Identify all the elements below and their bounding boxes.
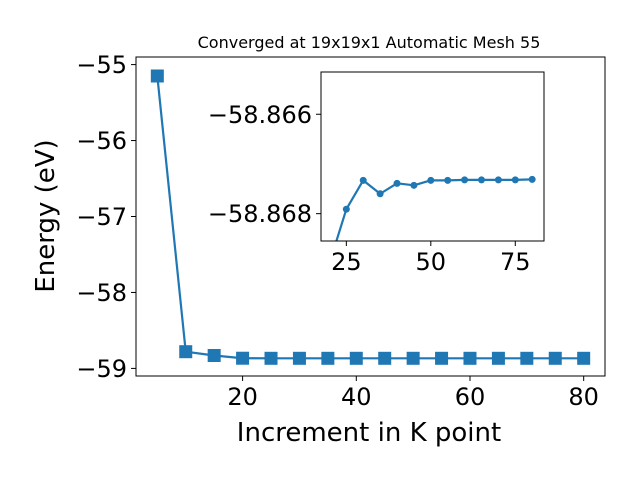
- inset-x-tick-label: 75: [500, 248, 531, 276]
- inset-x-ticks: 25 50 75: [331, 241, 531, 276]
- main-x-tick-label: 20: [227, 383, 258, 411]
- chart-title: Converged at 19x19x1 Automatic Mesh 55: [198, 33, 541, 52]
- inset-axes-frame: [320, 71, 545, 242]
- main-x-tick-label: 40: [341, 383, 372, 411]
- inset-y-tick-label: −58.866: [208, 101, 312, 129]
- main-data-point: [150, 69, 164, 83]
- inset-data-point: [477, 176, 485, 184]
- main-y-tick-label: −56: [76, 127, 127, 155]
- main-x-tick-label: 80: [568, 383, 599, 411]
- inset-data-point: [461, 176, 469, 184]
- main-data-point: [577, 351, 591, 365]
- main-data-point: [321, 351, 335, 365]
- inset-data-point: [511, 176, 519, 184]
- main-data-point: [435, 351, 449, 365]
- inset-y-ticks: −58.868 −58.866: [208, 101, 321, 228]
- main-y-tick-label: −59: [76, 355, 127, 383]
- y-axis-label: Energy (eV): [31, 139, 61, 292]
- main-data-point: [236, 351, 250, 365]
- inset-data-point: [342, 205, 350, 213]
- main-data-point: [207, 348, 221, 362]
- inset-y-tick-label: −58.868: [208, 200, 312, 228]
- main-series-line: [156, 75, 584, 360]
- main-data-point: [179, 345, 193, 359]
- main-data-point: [406, 351, 420, 365]
- x-axis-label: Increment in K point: [237, 418, 501, 448]
- main-data-point: [349, 351, 363, 365]
- main-y-ticks: −55 −56 −57 −58 −59: [76, 51, 136, 383]
- inset-data-point: [444, 176, 452, 184]
- inset-data-point: [410, 181, 418, 189]
- inset-x-tick-label: 50: [416, 248, 447, 276]
- inset-plot-area: [321, 72, 544, 241]
- inset-axes: 25 50 75 −58.868 −58.866: [208, 71, 545, 276]
- inset-data-point: [376, 190, 384, 198]
- main-y-tick-label: −57: [76, 203, 127, 231]
- main-data-point: [292, 351, 306, 365]
- main-y-tick-label: −58: [76, 279, 127, 307]
- main-data-point: [463, 351, 477, 365]
- inset-data-point: [528, 175, 536, 183]
- main-data-point: [264, 351, 278, 365]
- main-y-tick-label: −55: [76, 51, 127, 79]
- inset-data-point: [494, 176, 502, 184]
- main-data-point: [491, 351, 505, 365]
- inset-data-point: [359, 176, 367, 184]
- inset-data-point: [427, 176, 435, 184]
- inset-plot-marks: [335, 175, 536, 241]
- main-data-point: [520, 351, 534, 365]
- main-data-point: [548, 351, 562, 365]
- inset-x-tick-label: 25: [331, 248, 362, 276]
- main-x-tick-label: 60: [455, 383, 486, 411]
- main-x-ticks: 20 40 60 80: [227, 376, 599, 411]
- inset-data-point: [393, 179, 401, 187]
- main-plot-marks: [150, 69, 591, 365]
- main-data-point: [378, 351, 392, 365]
